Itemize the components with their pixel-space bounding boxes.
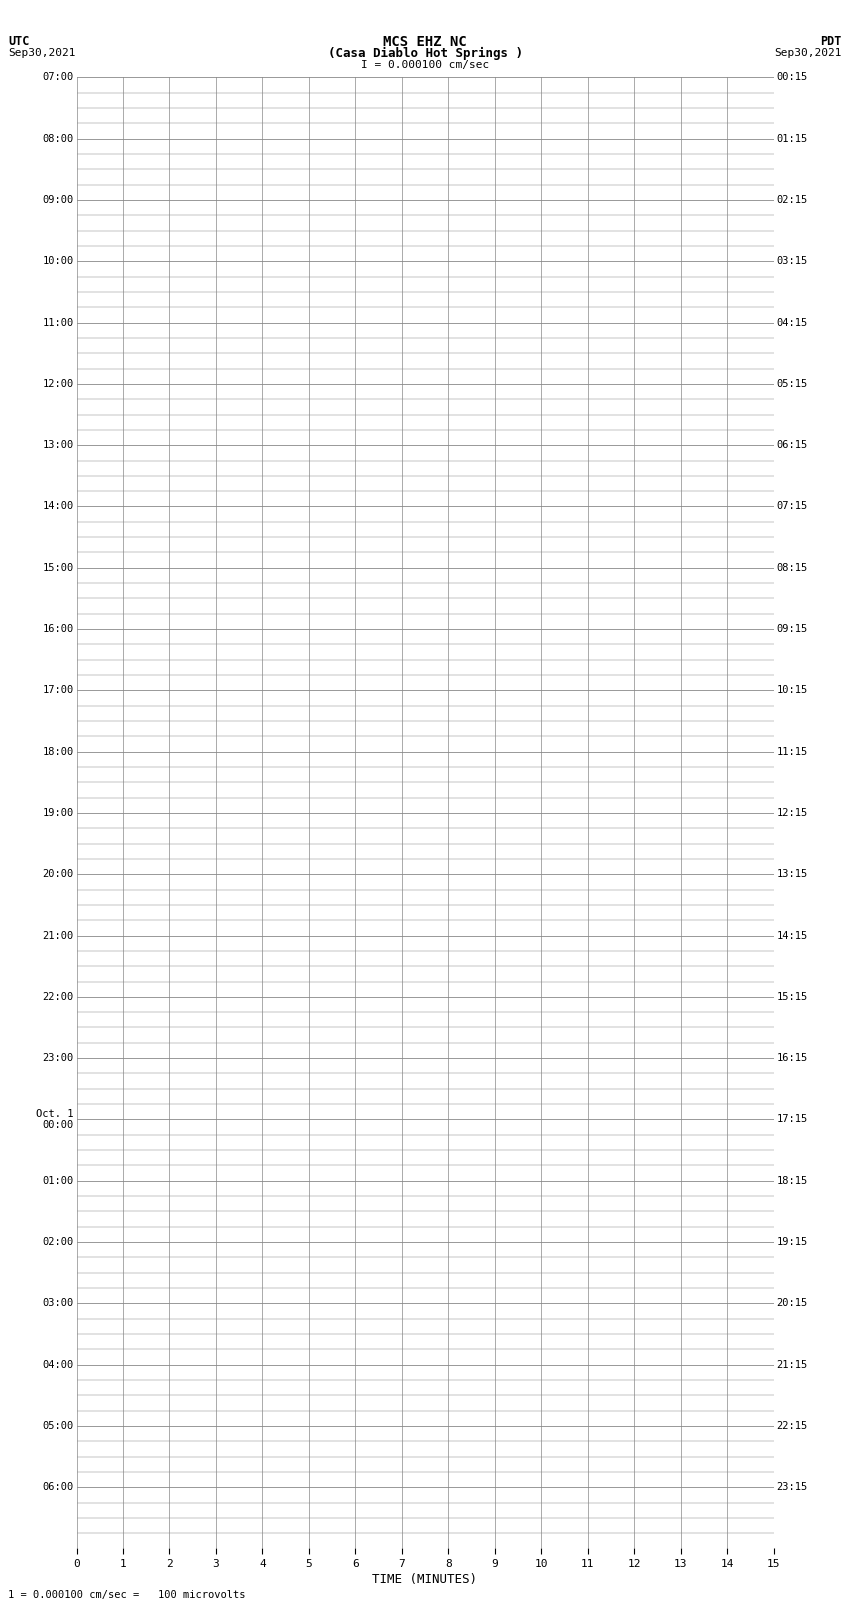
Text: I = 0.000100 cm/sec: I = 0.000100 cm/sec — [361, 60, 489, 69]
Text: MCS EHZ NC: MCS EHZ NC — [383, 35, 467, 50]
Text: Sep30,2021: Sep30,2021 — [8, 48, 76, 58]
Text: 1 = 0.000100 cm/sec =   100 microvolts: 1 = 0.000100 cm/sec = 100 microvolts — [8, 1590, 246, 1600]
X-axis label: TIME (MINUTES): TIME (MINUTES) — [372, 1573, 478, 1586]
Text: UTC: UTC — [8, 35, 30, 48]
Text: PDT: PDT — [820, 35, 842, 48]
Text: Sep30,2021: Sep30,2021 — [774, 48, 842, 58]
Text: (Casa Diablo Hot Springs ): (Casa Diablo Hot Springs ) — [327, 47, 523, 60]
